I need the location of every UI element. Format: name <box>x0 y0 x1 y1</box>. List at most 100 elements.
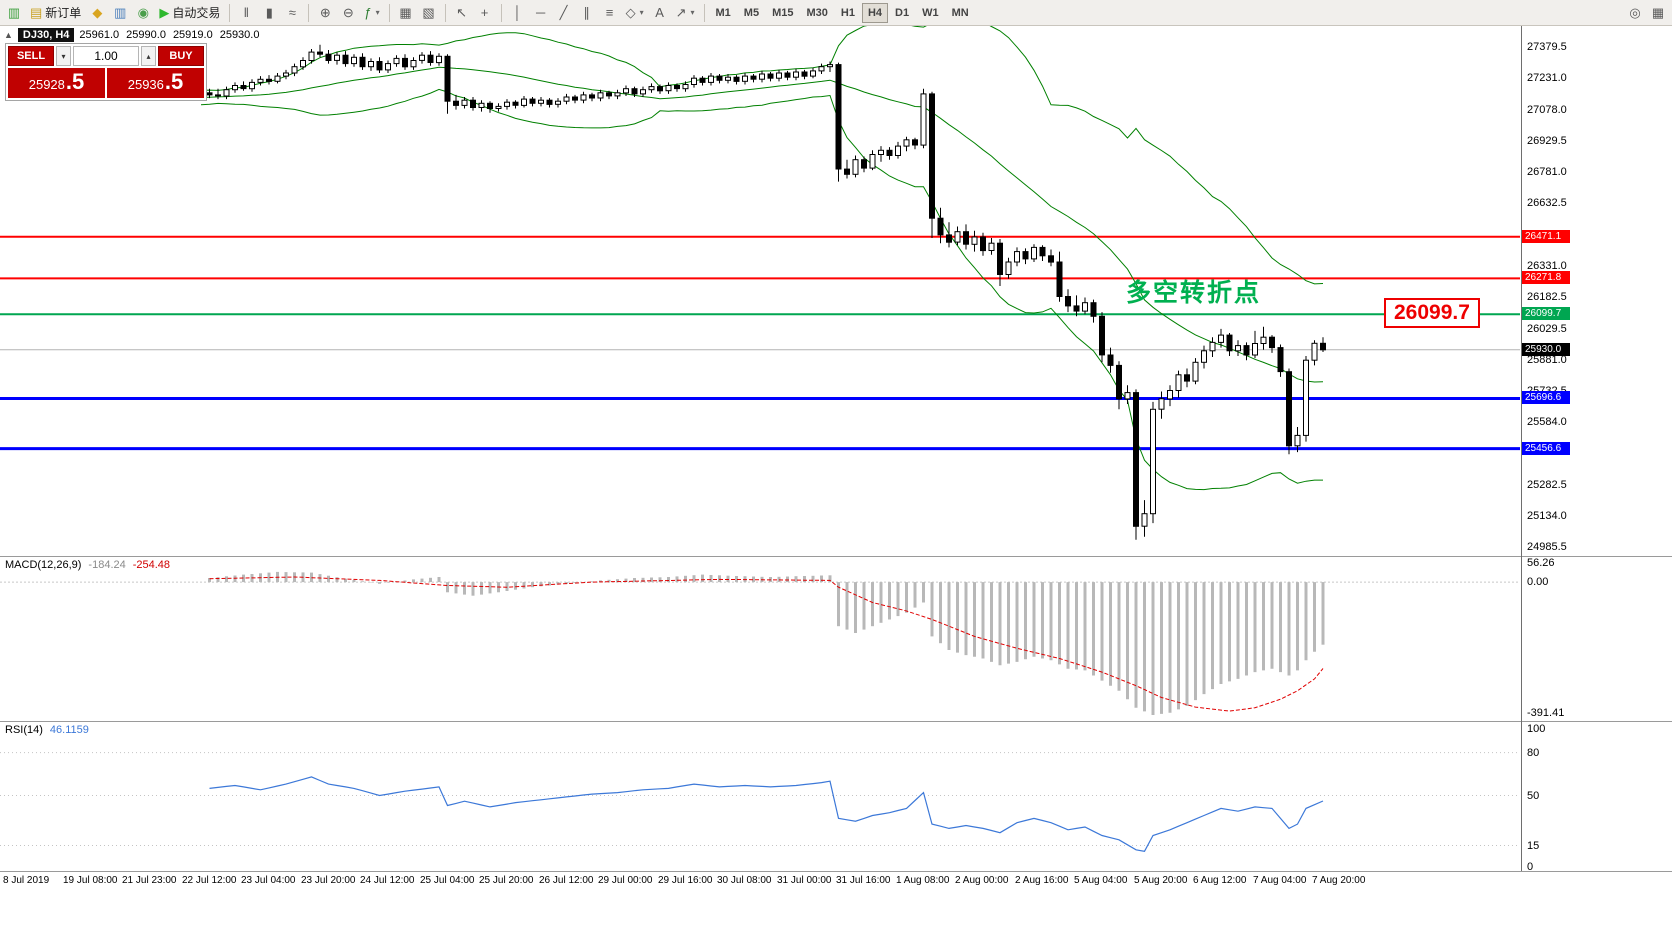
shapes-icon-dropdown: ▾ <box>639 8 644 17</box>
timeframe-m1[interactable]: M1 <box>710 3 737 23</box>
zoom-out-icon[interactable]: ⊖ <box>337 2 359 24</box>
macd-indicator-label: MACD(12,26,9) -184.24 -254.48 <box>5 559 170 571</box>
buy-price[interactable]: 25936 .5 <box>107 68 204 98</box>
profiles-icon[interactable]: ◆ <box>86 2 108 24</box>
rsi-name: RSI(14) <box>5 724 43 736</box>
fibonacci-icon: ≡ <box>605 5 614 20</box>
horizontal-level-lines <box>0 235 1520 451</box>
timeframe-h1[interactable]: H1 <box>835 3 861 23</box>
ohlc-low: 25919.0 <box>172 29 213 41</box>
timeframe-d1[interactable]: D1 <box>889 3 915 23</box>
horizontal-line-icon[interactable]: ─ <box>530 2 552 24</box>
lot-increase-button[interactable]: ▴ <box>141 46 156 66</box>
indicators-icon[interactable]: ƒ ▾ <box>360 2 383 24</box>
search-icon[interactable]: ◎ <box>1624 2 1646 24</box>
shapes-icon[interactable]: ◇ ▾ <box>622 2 648 24</box>
sell-price-main: 25928 <box>28 77 65 92</box>
ohlc-open: 25961.0 <box>79 29 120 41</box>
channel-icon[interactable]: ∥ <box>576 2 598 24</box>
ohlc-close: 25930.0 <box>219 29 260 41</box>
cursor-icon[interactable]: ↖ <box>451 2 473 24</box>
timeframe-w1[interactable]: W1 <box>916 3 945 23</box>
timeframe-m15[interactable]: M15 <box>766 3 799 23</box>
terminal-icon[interactable]: ◉ <box>132 2 154 24</box>
zoom-in-icon[interactable]: ⊕ <box>314 2 336 24</box>
crosshair-icon[interactable]: + <box>474 2 496 24</box>
app-chart-icon: ▥ <box>7 5 21 20</box>
zoom-in-icon: ⊕ <box>319 5 331 20</box>
bar-chart-icon[interactable]: ‖ <box>235 2 257 24</box>
timeframe-h4[interactable]: H4 <box>861 2 889 23</box>
annotation-turning-point[interactable]: 多空转折点 <box>1126 279 1262 307</box>
toolbar-separator <box>703 3 705 22</box>
lot-size-input[interactable] <box>73 46 139 66</box>
app-chart-icon[interactable]: ▥ <box>3 2 25 24</box>
ohlc-high: 25990.0 <box>126 29 166 41</box>
sell-price-big-digit: .5 <box>65 69 85 94</box>
macd-name: MACD(12,26,9) <box>5 559 82 571</box>
shapes-icon: ◇ <box>625 5 636 20</box>
text-icon[interactable]: A <box>649 2 671 24</box>
lot-decrease-button[interactable]: ▾ <box>56 46 71 66</box>
cursor-icon: ↖ <box>456 5 468 20</box>
channel-icon: ∥ <box>583 5 590 20</box>
horizontal-line-icon: ─ <box>535 5 546 20</box>
candlesticks <box>206 44 1326 540</box>
annotation-price-callout[interactable]: 26099.7 <box>1384 298 1480 328</box>
one-click-trading-panel: SELL ▾ ▴ BUY 25928 .5 25936 .5 <box>5 43 207 101</box>
sell-price[interactable]: 25928 .5 <box>8 68 105 98</box>
line-chart-icon: ≈ <box>288 5 296 20</box>
vertical-line-icon[interactable]: │ <box>507 2 529 24</box>
trendline-icon[interactable]: ╱ <box>553 2 575 24</box>
tile-windows-icon: ▦ <box>399 5 412 20</box>
cascade-windows-icon: ▧ <box>422 5 435 20</box>
candlestick-chart-icon: ▮ <box>265 5 273 20</box>
new-order-button[interactable]: ▤ 新订单 <box>26 2 85 24</box>
trendline-icon: ╱ <box>559 5 568 20</box>
new-order-button: ▤ <box>30 5 43 20</box>
indicators-icon: ƒ <box>364 5 372 20</box>
search-icon: ◎ <box>1629 5 1641 20</box>
crosshair-icon: + <box>480 5 489 20</box>
one-click-collapse-icon[interactable]: ▲ <box>4 30 13 40</box>
toolbar: ▥ ▤ 新订单 ◆ ▥ ◉ ▶ 自动交易 ‖ ▮ ≈ ⊕ ⊖ ƒ ▾ ▦ ▧ ↖ + │ ─ ╱ ∥ ≡ ◇ ▾ A ↗ ▾ M1 M5 M1… <box>0 0 1672 26</box>
arrows-icon[interactable]: ↗ ▾ <box>672 2 699 24</box>
indicators-icon-dropdown: ▾ <box>375 8 380 17</box>
layout-grid-icon: ▦ <box>1651 5 1665 20</box>
timeframe-mn[interactable]: MN <box>946 3 975 23</box>
macd-histogram <box>208 571 1325 715</box>
fibonacci-icon[interactable]: ≡ <box>599 2 621 24</box>
candlestick-chart-icon[interactable]: ▮ <box>258 2 280 24</box>
toolbar-separator <box>388 3 390 22</box>
macd-main-value: -184.24 <box>88 559 126 571</box>
line-chart-icon[interactable]: ≈ <box>281 2 303 24</box>
vertical-line-icon: │ <box>513 5 522 20</box>
arrows-icon: ↗ <box>675 5 687 20</box>
autotrading-button-label: 自动交易 <box>172 6 221 20</box>
buy-price-big-digit: .5 <box>164 69 184 94</box>
sell-button[interactable]: SELL <box>8 46 54 66</box>
layout-grid-icon[interactable]: ▦ <box>1647 2 1669 24</box>
new-order-button-label: 新订单 <box>45 6 82 20</box>
bar-chart-icon: ‖ <box>243 5 250 20</box>
cascade-windows-icon[interactable]: ▧ <box>418 2 440 24</box>
timeframe-m5[interactable]: M5 <box>738 3 765 23</box>
charts-icon[interactable]: ▥ <box>109 2 131 24</box>
buy-button[interactable]: BUY <box>158 46 204 66</box>
macd-signal-line <box>209 576 1324 712</box>
toolbar-separator <box>229 3 231 22</box>
buy-price-main: 25936 <box>127 77 164 92</box>
rsi-indicator-label: RSI(14) 46.1159 <box>5 724 89 736</box>
charts-icon: ▥ <box>114 5 127 20</box>
rsi-line <box>209 776 1324 852</box>
arrows-icon-dropdown: ▾ <box>690 8 695 17</box>
toolbar-separator <box>444 3 446 22</box>
toolbar-separator <box>308 3 310 22</box>
autotrading-button: ▶ <box>159 5 170 20</box>
autotrading-button[interactable]: ▶ 自动交易 <box>155 2 224 24</box>
timeframe-m30[interactable]: M30 <box>800 3 833 23</box>
tile-windows-icon[interactable]: ▦ <box>395 2 417 24</box>
macd-signal-value: -254.48 <box>132 559 171 571</box>
